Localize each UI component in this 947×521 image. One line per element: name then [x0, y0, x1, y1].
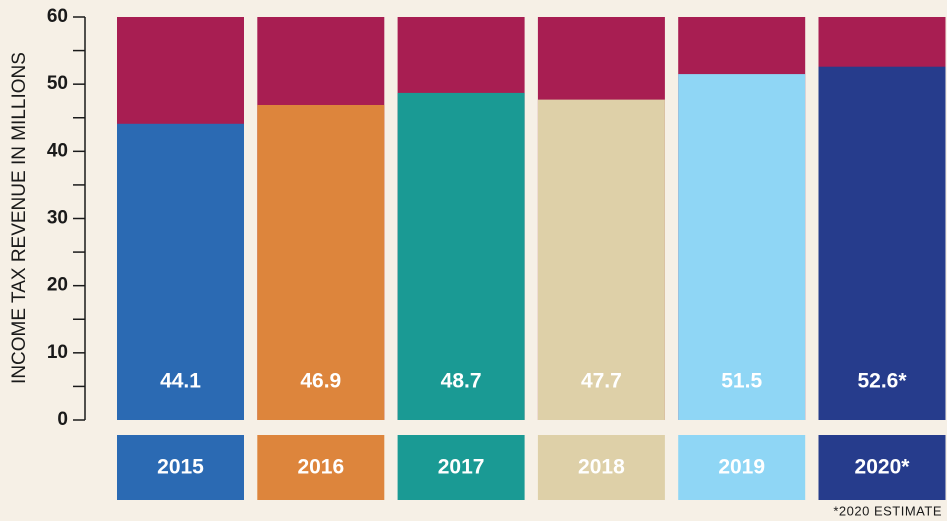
footnote: *2020 ESTIMATE	[833, 503, 942, 518]
value-label: 47.7	[581, 370, 622, 393]
bar	[257, 104, 385, 420]
x-tick-label: 2017	[438, 456, 485, 479]
bar	[818, 66, 946, 420]
y-tick-label: 40	[47, 140, 68, 161]
x-tick-label: 2019	[718, 456, 765, 479]
value-label: 48.7	[441, 370, 482, 393]
y-tick-label: 10	[47, 342, 68, 363]
x-tick-label: 2016	[297, 456, 344, 479]
value-label: 44.1	[160, 370, 201, 393]
value-label: 52.6*	[857, 370, 907, 393]
value-label: 51.5	[721, 370, 762, 393]
y-tick-label: 50	[47, 73, 68, 94]
y-tick-label: 60	[47, 6, 68, 27]
bar	[678, 74, 806, 420]
x-tick-label: 2020*	[855, 456, 911, 479]
x-tick-label: 2018	[578, 456, 625, 479]
category-box	[537, 435, 665, 500]
value-label: 46.9	[300, 370, 341, 393]
bar	[397, 92, 525, 421]
category-box	[397, 435, 525, 500]
y-tick-label: 0	[57, 409, 68, 430]
bar	[117, 123, 244, 421]
y-tick-label: 30	[47, 208, 68, 229]
category-box	[257, 435, 385, 500]
x-tick-label: 2015	[157, 456, 204, 479]
y-axis-label: INCOME TAX REVENUE IN MILLIONS	[9, 52, 30, 384]
bar	[537, 99, 665, 421]
category-box	[678, 435, 806, 500]
category-box	[117, 435, 244, 500]
y-tick-label: 20	[47, 275, 68, 296]
category-box	[818, 435, 946, 500]
